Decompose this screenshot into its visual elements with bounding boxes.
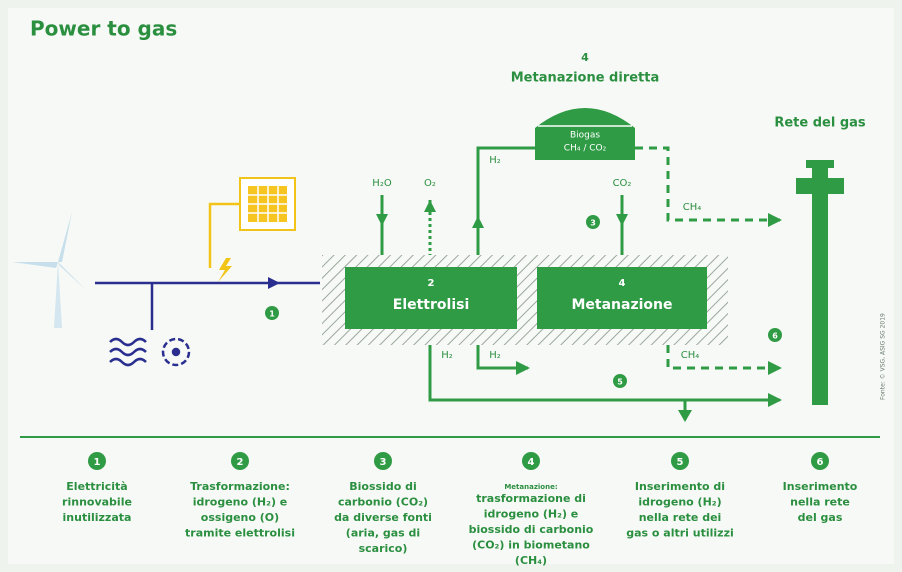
- badge-number: 5: [617, 378, 623, 387]
- badge-number: 5: [677, 457, 684, 468]
- source: Fonte: © VSG, ASIG SG 2019: [880, 313, 887, 400]
- legend-text: idrogeno (H₂) e: [193, 496, 288, 509]
- badge-number: 1: [94, 457, 101, 468]
- box-label: Elettrolisi: [393, 297, 470, 313]
- legend-text: nella rete dei: [639, 511, 722, 524]
- title: Power to gas: [30, 17, 177, 41]
- flow-label: CH₄: [681, 350, 700, 361]
- legend-text: rinnovabile: [62, 496, 132, 509]
- step-number: 4: [581, 51, 589, 64]
- legend-text: inutilizzata: [63, 511, 132, 524]
- diagram: Power to gas: [0, 0, 902, 572]
- legend-text: trasformazione di: [476, 492, 586, 505]
- flow-label: H₂: [489, 155, 501, 166]
- flow-label: H₂O: [372, 178, 392, 189]
- legend-text: Biossido di: [349, 480, 416, 493]
- box-number: 4: [619, 278, 626, 289]
- legend-heading: Metanazione:: [504, 483, 558, 491]
- direct-label: Metanazione diretta: [511, 71, 660, 86]
- legend-text: del gas: [798, 511, 843, 524]
- legend-text: idrogeno (H₂): [638, 496, 721, 509]
- legend-text: gas o altri utilizzi: [626, 527, 734, 540]
- badge-number: 1: [269, 310, 275, 319]
- legend-text: carbonio (CO₂): [338, 496, 428, 509]
- legend-text: Inserimento di: [635, 480, 725, 493]
- box-label: Metanazione: [571, 297, 672, 313]
- badge-number: 6: [772, 332, 778, 341]
- legend-text: (CO₂) in biometano: [472, 539, 590, 552]
- flow-label: CO₂: [613, 178, 632, 189]
- badge-number: 2: [237, 457, 244, 468]
- legend-text: tramite elettrolisi: [185, 527, 295, 540]
- flow-label: H₂: [441, 350, 453, 361]
- flow-label: CH₄: [683, 202, 702, 213]
- legend-text: Trasformazione:: [190, 480, 290, 493]
- legend-text: (CH₄): [515, 554, 547, 567]
- legend-text: Inserimento: [783, 480, 858, 493]
- badge-number: 6: [817, 457, 824, 468]
- badge-number: 3: [590, 219, 596, 228]
- box-number: 2: [428, 278, 435, 289]
- legend-text: biossido di carbonio: [469, 523, 594, 536]
- legend-text: nella rete: [790, 496, 850, 509]
- badge-number: 3: [380, 457, 387, 468]
- legend-text: (aria, gas di: [346, 527, 420, 540]
- biogas-formula: CH₄ / CO₂: [564, 144, 607, 154]
- legend-text: ossigeno (O): [201, 511, 279, 524]
- grid-label: Rete del gas: [774, 116, 866, 131]
- legend-text: scarico): [359, 542, 408, 555]
- legend-text: da diverse fonti: [334, 511, 432, 524]
- biogas-label: Biogas: [570, 131, 600, 141]
- flow-label: O₂: [424, 178, 436, 189]
- legend-text: idrogeno (H₂) e: [484, 508, 579, 521]
- flow-label: H₂: [489, 350, 501, 361]
- badge-number: 4: [528, 457, 535, 468]
- legend-text: Elettricità: [66, 480, 127, 493]
